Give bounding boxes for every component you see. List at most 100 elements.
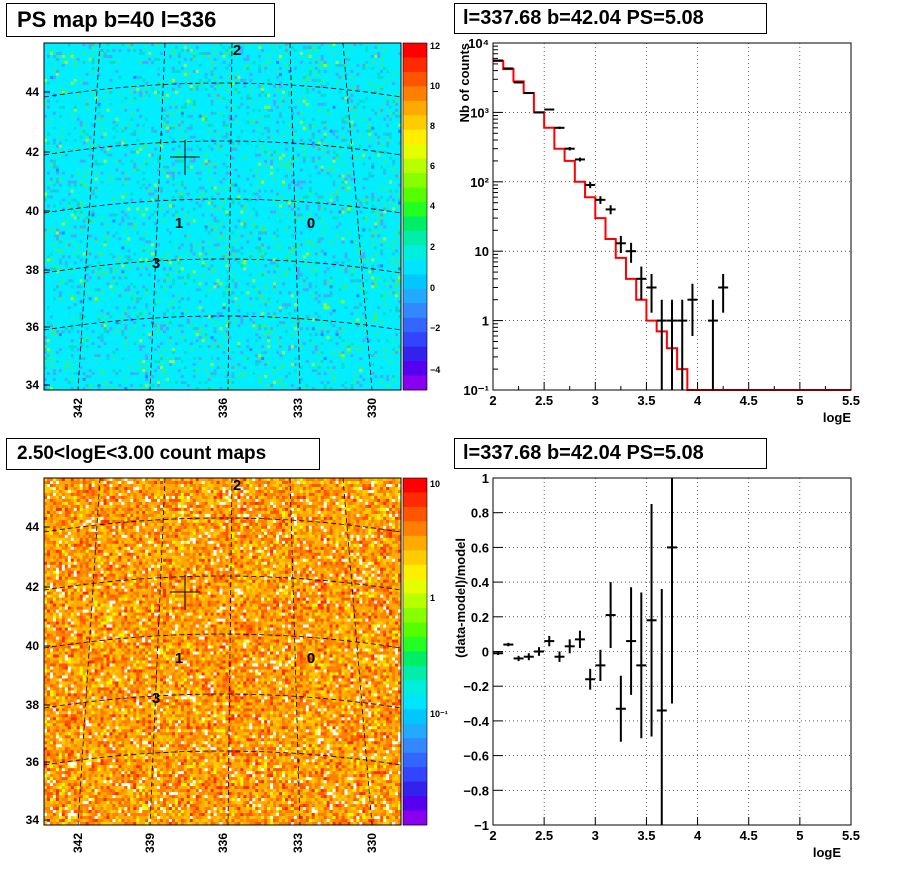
- ps-map-panel: 2 1 0 3 44 42 40 38 36 34 342 339 336 333 330 12 10 8 6 4 2 0…: [0, 0, 449, 435]
- colorbar-tick-label: 6: [430, 161, 435, 171]
- y-axis-label: (data-model)/model: [453, 538, 468, 658]
- map-y-tick-label: 36: [26, 320, 40, 334]
- source-label: 2: [233, 42, 241, 59]
- y-tick-label: 0: [482, 645, 489, 660]
- x-tick-label: 4: [694, 393, 702, 408]
- latitude-line: [43, 315, 402, 331]
- spectrum-panel: 2 2.5 3 3.5 4 4.5 5 5.5 10⁻¹ 1 10 10² 10³ 10⁴ logE Nb o…: [449, 0, 898, 435]
- map-x-tick-label: 336: [216, 833, 230, 853]
- y-tick-label: −0.2: [463, 679, 489, 694]
- x-tick-label: 2.5: [535, 393, 553, 408]
- colorbar-tick-label: −2: [430, 323, 440, 333]
- map-x-tick-label: 342: [71, 833, 85, 853]
- spectrum-svg: 2 2.5 3 3.5 4 4.5 5 5.5 10⁻¹ 1 10 10² 10³ 10⁴ logE Nb o…: [457, 36, 860, 425]
- x-tick-label: 3: [592, 828, 599, 843]
- colorbar: [403, 43, 427, 391]
- y-axis-label: Nb of counts: [457, 43, 472, 122]
- map-pixels: [44, 478, 402, 826]
- x-tick-label: 2.5: [535, 828, 553, 843]
- map-y-tick-label: 38: [26, 263, 40, 277]
- map-y-tick-label: 34: [26, 378, 40, 392]
- map-y-tick-label: 40: [26, 204, 40, 218]
- y-tick-label: 10²: [470, 175, 489, 190]
- map-x-tick-label: 333: [291, 833, 305, 853]
- source-label: 1: [175, 215, 183, 232]
- x-axis-label: logE: [813, 845, 841, 860]
- map-x-tick-label: 339: [143, 833, 157, 853]
- colorbar-tick-label: −4: [430, 365, 440, 375]
- source-label: 3: [152, 255, 160, 272]
- longitude-line: [149, 42, 166, 391]
- source-label: 1: [175, 650, 183, 667]
- latitude-line: [43, 750, 402, 766]
- x-tick-label: 5.5: [842, 393, 860, 408]
- map-x-tick-label: 339: [143, 398, 157, 418]
- y-tick-label: 0.6: [471, 540, 489, 555]
- map-x-tick-label: 336: [216, 398, 230, 418]
- x-tick-label: 4.5: [740, 393, 758, 408]
- source-label: 2: [233, 477, 241, 494]
- colorbar-tick-label: 10: [430, 479, 440, 489]
- y-tick-label: 10³: [470, 105, 489, 120]
- latitude-line: [43, 82, 402, 98]
- x-tick-label: 5.5: [842, 828, 860, 843]
- colorbar-tick-label: 2: [430, 242, 435, 252]
- colorbar-tick-label: 10⁻¹: [430, 709, 448, 719]
- colorbar-tick-label: 12: [430, 41, 440, 51]
- longitude-line: [77, 477, 101, 826]
- latitude-line: [43, 198, 402, 214]
- x-tick-label: 2: [489, 828, 496, 843]
- residual-title: l=337.68 b=42.04 PS=5.08: [454, 438, 767, 469]
- y-tick-label: 10⁴: [468, 36, 489, 51]
- x-tick-label: 3.5: [637, 393, 655, 408]
- latitude-line: [43, 633, 402, 649]
- plot-frame: [492, 477, 852, 826]
- map-y-tick-label: 36: [26, 755, 40, 769]
- x-tick-label: 5: [796, 828, 803, 843]
- colorbar-tick-label: 4: [430, 201, 435, 211]
- colorbar-tick-label: 10: [430, 81, 440, 91]
- latitude-line: [43, 575, 402, 591]
- latitude-line: [43, 517, 402, 533]
- spectrum-title: l=337.68 b=42.04 PS=5.08: [454, 3, 767, 34]
- longitude-line: [149, 477, 166, 826]
- count-map-title: 2.50<logE<3.00 count maps: [6, 438, 320, 470]
- x-tick-label: 4.5: [740, 828, 758, 843]
- longitude-line: [342, 477, 373, 826]
- map-frame: [43, 477, 402, 826]
- x-tick-label: 4: [694, 828, 702, 843]
- source-label: 3: [152, 690, 160, 707]
- x-tick-label: 3.5: [637, 828, 655, 843]
- y-tick-label: 0.8: [471, 506, 489, 521]
- map-x-tick-label: 333: [291, 398, 305, 418]
- map-frame: [43, 42, 402, 391]
- y-tick-label: 0.2: [471, 610, 489, 625]
- colorbar-frame: [402, 477, 428, 826]
- map-y-tick-label: 44: [26, 85, 40, 99]
- longitude-line: [227, 477, 233, 826]
- y-tick-label: −0.4: [463, 714, 489, 729]
- y-tick-label: 10⁻¹: [463, 383, 489, 398]
- x-axis-label: logE: [823, 410, 851, 425]
- latitude-line: [43, 140, 402, 156]
- ps-map-title: PS map b=40 l=336: [6, 3, 275, 37]
- y-tick-label: 1: [482, 471, 489, 486]
- longitude-line: [77, 42, 101, 391]
- map-y-tick-label: 38: [26, 698, 40, 712]
- residual-panel: 2 2.5 3 3.5 4 4.5 5 5.5 −1 −0.8 −0.6 −0.4 −0.2 0 0.2 0.…: [449, 435, 898, 871]
- source-label: 0: [307, 650, 315, 667]
- longitude-line: [289, 42, 301, 391]
- map-x-tick-label: 342: [71, 398, 85, 418]
- x-tick-label: 5: [796, 393, 803, 408]
- count-map-panel: 2 1 0 3 44 42 40 38 36 34 342 339 336 333 330 10 1 10⁻¹ 2…: [0, 435, 449, 871]
- longitude-line: [289, 477, 301, 826]
- map-y-tick-label: 44: [26, 520, 40, 534]
- map-y-tick-label: 34: [26, 813, 40, 827]
- colorbar-frame: [402, 42, 428, 391]
- colorbar: [403, 478, 427, 826]
- colorbar-tick-label: 1: [430, 593, 435, 603]
- y-tick-label: 10: [475, 244, 489, 259]
- source-label: 0: [307, 215, 315, 232]
